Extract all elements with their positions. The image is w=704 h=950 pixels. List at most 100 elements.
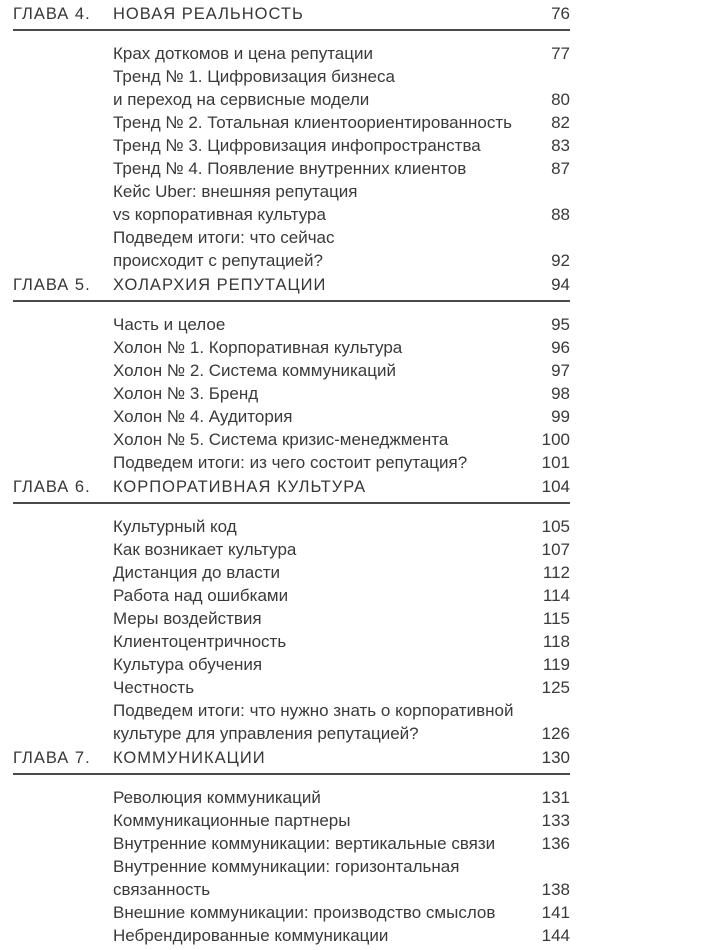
toc-entry-row: Тренд № 2. Тотальная клиентоориентирован… <box>113 111 570 134</box>
entry-title-line: связанность <box>113 880 211 899</box>
entry-title: Внутренние коммуникации: вертикальные св… <box>113 832 536 855</box>
entry-title: Дистанция до власти <box>113 561 536 584</box>
entry-title-line: Клиентоцентричность <box>113 632 287 651</box>
entry-title: Внутренние коммуникации: горизонтальная с… <box>113 855 536 901</box>
entry-title: Подведем итоги: из чего состоит репутаци… <box>113 451 536 474</box>
entry-page-number: 118 <box>542 632 570 651</box>
toc-entry-row: Меры воздействия 115 <box>113 607 570 630</box>
entry-title: Культура обучения <box>113 653 536 676</box>
entry-title-line: Подведем итоги: что сейчас <box>113 228 335 247</box>
entry-page-number: 107 <box>541 540 570 559</box>
toc-entry-row: Холон № 4. Аудитория 99 <box>113 405 570 428</box>
entry-title-line: Холон № 3. Бренд <box>113 384 259 403</box>
entry-page-number: 133 <box>541 811 570 830</box>
toc-entry-row: Внешние коммуникации: производство смысл… <box>113 901 570 924</box>
chapter-label: ГЛАВА 5. <box>13 276 91 294</box>
entry-title-line: Работа над ошибками <box>113 586 289 605</box>
toc-entry-row: Тренд № 3. Цифровизация инфопространства… <box>113 134 570 157</box>
entry-title: Тренд № 1. Цифровизация бизнеса и переход… <box>113 65 536 111</box>
chapter-entries: Часть и целое 95 Холон № 1. Корпоративна… <box>13 313 570 474</box>
entry-title: Холон № 1. Корпоративная культура <box>113 336 536 359</box>
entry-page-number: 114 <box>542 586 570 605</box>
toc-entry-row: Культурный код 105 <box>113 515 570 538</box>
entry-title-line: культуре для управления репутацией? <box>113 724 419 743</box>
chapter-section: ГЛАВА 6. КОРПОРАТИВНАЯ КУЛЬТУРА 104 Куль… <box>13 477 570 745</box>
chapter-entries: Культурный код 105 Как возникает культур… <box>13 515 570 745</box>
table-of-contents-page: ГЛАВА 4. НОВАЯ РЕАЛЬНОСТЬ 76 Крах дотком… <box>13 4 570 947</box>
entry-title-line: Коммуникационные партнеры <box>113 811 351 830</box>
toc-entry-row: Культура обучения 119 <box>113 653 570 676</box>
entry-title: Кейс Uber: внешняя репутация vs корпорати… <box>113 180 536 226</box>
entry-title-line: Подведем итоги: из чего состоит репутаци… <box>113 453 468 472</box>
entry-title: Честность <box>113 676 536 699</box>
toc-entry-row: Кейс Uber: внешняя репутация vs корпорати… <box>113 180 570 226</box>
entry-title-line: Холон № 1. Корпоративная культура <box>113 338 403 357</box>
entry-title-line: Подведем итоги: что нужно знать о корпор… <box>113 701 514 720</box>
entry-title-line: Культурный код <box>113 517 237 536</box>
chapter-header-row: ГЛАВА 6. КОРПОРАТИВНАЯ КУЛЬТУРА 104 <box>13 477 570 504</box>
entry-page-number: 96 <box>551 338 570 357</box>
entry-title-line: Как возникает культура <box>113 540 297 559</box>
entry-title: Тренд № 3. Цифровизация инфопространства <box>113 134 536 157</box>
entry-title-line: Меры воздействия <box>113 609 262 628</box>
entry-page-number: 115 <box>542 609 570 628</box>
entry-page-number: 99 <box>551 407 570 426</box>
entry-page-number: 119 <box>542 655 570 674</box>
entry-page-number: 112 <box>542 563 570 582</box>
entry-title: Холон № 5. Система кризис-менеджмента <box>113 428 536 451</box>
chapter-section: ГЛАВА 4. НОВАЯ РЕАЛЬНОСТЬ 76 Крах дотком… <box>13 4 570 272</box>
toc-entry-row: Коммуникационные партнеры 133 <box>113 809 570 832</box>
entry-page-number: 98 <box>551 384 570 403</box>
entry-page-number: 141 <box>541 903 570 922</box>
entry-title: Работа над ошибками <box>113 584 536 607</box>
toc-entry-row: Внутренние коммуникации: вертикальные св… <box>113 832 570 855</box>
entry-title-line: Культура обучения <box>113 655 263 674</box>
entry-title: Внешние коммуникации: производство смысл… <box>113 901 536 924</box>
entry-title: Как возникает культура <box>113 538 536 561</box>
entry-page-number: 144 <box>541 926 570 945</box>
toc-entry-row: Холон № 5. Система кризис-менеджмента 10… <box>113 428 570 451</box>
entry-title: Революция коммуникаций <box>113 786 536 809</box>
chapter-title: КОММУНИКАЦИИ <box>113 749 266 767</box>
chapter-label: ГЛАВА 4. <box>13 5 91 23</box>
entry-title: Крах доткомов и цена репутации <box>113 42 536 65</box>
entry-title-line: Тренд № 4. Появление внутренних клиентов <box>113 159 467 178</box>
toc-entry-row: Подведем итоги: что нужно знать о корпор… <box>113 699 570 745</box>
entry-title-line: Революция коммуникаций <box>113 788 321 807</box>
toc-entry-row: Тренд № 4. Появление внутренних клиентов… <box>113 157 570 180</box>
entry-title: Холон № 2. Система коммуникаций <box>113 359 536 382</box>
toc-entry-row: Холон № 1. Корпоративная культура 96 <box>113 336 570 359</box>
entry-page-number: 138 <box>541 880 570 899</box>
chapter-title: КОРПОРАТИВНАЯ КУЛЬТУРА <box>113 478 367 496</box>
entry-page-number: 80 <box>551 90 570 109</box>
toc-entry-row: Тренд № 1. Цифровизация бизнеса и переход… <box>113 65 570 111</box>
entry-title-line: Часть и целое <box>113 315 226 334</box>
entry-page-number: 125 <box>541 678 570 697</box>
entry-title: Тренд № 2. Тотальная клиентоориентирован… <box>113 111 536 134</box>
entry-title: Часть и целое <box>113 313 536 336</box>
entry-title-line: Холон № 2. Система коммуникаций <box>113 361 396 380</box>
chapter-page-number: 130 <box>541 748 570 767</box>
chapter-title: ХОЛАРХИЯ РЕПУТАЦИИ <box>113 276 327 294</box>
entry-title: Холон № 3. Бренд <box>113 382 536 405</box>
entry-title-line: vs корпоративная культура <box>113 205 326 224</box>
entry-title: Коммуникационные партнеры <box>113 809 536 832</box>
entry-title: Клиентоцентричность <box>113 630 536 653</box>
entry-title-line: Дистанция до власти <box>113 563 281 582</box>
entry-title-line: Внешние коммуникации: производство смысл… <box>113 903 496 922</box>
toc-entry-row: Подведем итоги: что сейчас происходит с р… <box>113 226 570 272</box>
entry-title: Культурный код <box>113 515 536 538</box>
entry-title-line: Кейс Uber: внешняя репутация <box>113 182 358 201</box>
toc-entry-row: Небрендированные коммуникации 144 <box>113 924 570 947</box>
entry-page-number: 97 <box>551 361 570 380</box>
entry-title-line: Небрендированные коммуникации <box>113 926 389 945</box>
chapter-section: ГЛАВА 7. КОММУНИКАЦИИ 130 Революция комм… <box>13 748 570 947</box>
entry-page-number: 92 <box>551 251 570 270</box>
toc-entry-row: Работа над ошибками 114 <box>113 584 570 607</box>
chapter-page-number: 76 <box>551 4 570 23</box>
chapter-header-row: ГЛАВА 7. КОММУНИКАЦИИ 130 <box>13 748 570 775</box>
entry-title: Небрендированные коммуникации <box>113 924 536 947</box>
toc-entry-row: Крах доткомов и цена репутации 77 <box>113 42 570 65</box>
entry-page-number: 105 <box>541 517 570 536</box>
entry-page-number: 87 <box>551 159 570 178</box>
